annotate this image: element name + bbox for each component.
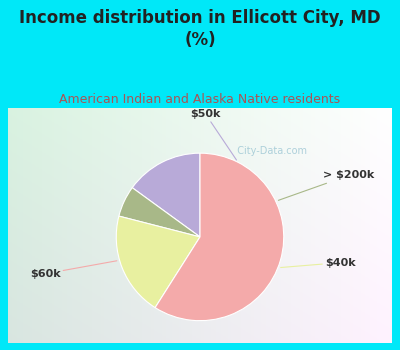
Text: City-Data.com: City-Data.com	[231, 146, 307, 156]
Text: $60k: $60k	[30, 261, 117, 279]
Wedge shape	[155, 153, 284, 321]
Text: $40k: $40k	[281, 258, 356, 268]
Text: American Indian and Alaska Native residents: American Indian and Alaska Native reside…	[60, 93, 340, 106]
Text: $50k: $50k	[190, 109, 236, 160]
Wedge shape	[132, 153, 200, 237]
Text: Income distribution in Ellicott City, MD
(%): Income distribution in Ellicott City, MD…	[19, 9, 381, 49]
Wedge shape	[119, 188, 200, 237]
Text: > $200k: > $200k	[278, 170, 374, 200]
Wedge shape	[116, 216, 200, 308]
